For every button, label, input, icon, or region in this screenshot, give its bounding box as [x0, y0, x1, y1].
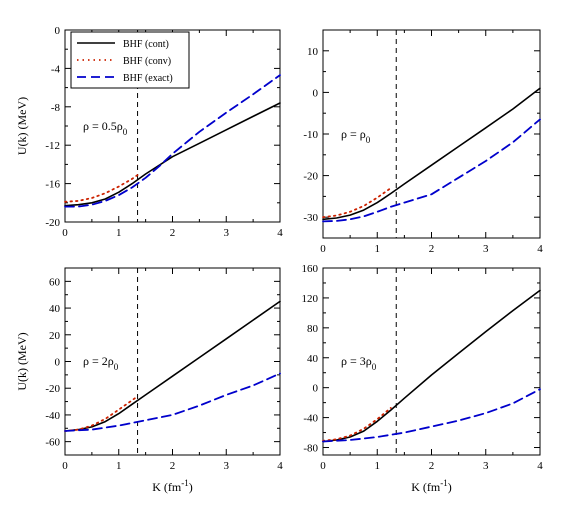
series-line-exact: [322, 118, 541, 223]
x-tick-label: 0: [62, 460, 68, 472]
x-tick-label: 2: [170, 460, 176, 472]
y-tick-label: -10: [303, 129, 318, 141]
y-axis-label: U(k) (MeV): [15, 97, 29, 155]
x-tick-label: 2: [170, 227, 176, 239]
x-tick-label: 1: [116, 460, 122, 472]
y-tick-label: -80: [303, 443, 318, 455]
x-tick-label: 4: [277, 460, 283, 472]
series-line-conv: [322, 187, 392, 219]
x-tick-label: 3: [483, 243, 489, 255]
x-tick-label: 4: [537, 460, 543, 472]
y-tick-label: 0: [313, 87, 319, 99]
x-tick-label: 0: [62, 227, 68, 239]
legend-label-conv: BHF (conv): [123, 56, 171, 67]
legend: BHF (cont) BHF (conv) BHF (exact): [70, 31, 190, 89]
y-tick-label: -20: [45, 383, 60, 395]
y-tick-label: -40: [45, 410, 60, 422]
panel-top-right: 0 1 2 3 4 -30 -20 -10 0 10 ρ = ρ0: [303, 29, 543, 255]
y-tick-label: 0: [55, 357, 61, 369]
panel-bottom-right: 0 1 2 3 4 -80 -40 0 40 80 120 160 ρ = 3ρ0 K (fm-1): [302, 263, 544, 494]
y-tick-label: 80: [307, 323, 319, 335]
series-line-cont: [64, 300, 281, 432]
x-tick-label: 1: [375, 243, 381, 255]
series-line-cont: [322, 289, 541, 443]
density-annotation: ρ = ρ0: [341, 127, 371, 145]
y-tick-label: 40: [307, 353, 319, 365]
x-tick-label: 2: [429, 460, 435, 472]
series-line-cont: [64, 102, 281, 207]
y-tick-label: -20: [303, 171, 318, 183]
y-tick-label: -12: [45, 140, 60, 152]
x-tick-label: 1: [116, 227, 122, 239]
y-tick-label: 60: [49, 276, 61, 288]
y-tick-label: 10: [307, 46, 319, 58]
y-tick-label: -20: [45, 217, 60, 229]
density-annotation: ρ = 0.5ρ0: [83, 119, 128, 137]
y-tick-label: -16: [45, 179, 60, 191]
x-tick-label: 3: [224, 460, 230, 472]
y-tick-label: -4: [51, 63, 61, 75]
y-tick-label: -60: [45, 437, 60, 449]
x-axis-label: K (fm-1): [152, 478, 193, 494]
x-tick-label: 1: [375, 460, 381, 472]
x-tick-label: 0: [320, 460, 326, 472]
panel-bottom-left: 0 1 2 3 4 -60 -40 -20 0 20 40 60 ρ = 2ρ0 U(k) (MeV) K …: [15, 267, 283, 494]
series-line-conv: [322, 406, 392, 442]
density-annotation: ρ = 3ρ0: [341, 354, 377, 372]
density-annotation: ρ = 2ρ0: [83, 354, 119, 372]
y-tick-label: 20: [49, 330, 61, 342]
y-tick-label: -30: [303, 212, 318, 224]
series-line-exact: [64, 74, 281, 208]
x-axis-label: K (fm-1): [411, 478, 452, 494]
legend-box: [70, 31, 190, 89]
y-tick-label: 40: [49, 303, 61, 315]
legend-label-cont: BHF (cont): [123, 39, 169, 50]
x-tick-label: 3: [224, 227, 230, 239]
series-line-cont: [322, 87, 541, 221]
x-tick-label: 4: [537, 243, 543, 255]
series-line-exact: [64, 372, 281, 432]
y-tick-label: 0: [313, 383, 319, 395]
series-line-conv: [64, 174, 139, 203]
y-tick-label: -40: [303, 413, 318, 425]
y-axis-label: U(k) (MeV): [15, 332, 29, 390]
legend-label-exact: BHF (exact): [123, 73, 173, 84]
x-tick-label: 3: [483, 460, 489, 472]
panel-top-left: 0 1 2 3 4 -20 -16 -12 -8 -4 0 ρ = 0.5ρ0 U(k) (MeV) BH…: [15, 25, 283, 239]
series-line-conv: [64, 395, 139, 432]
y-tick-label: 160: [302, 263, 319, 275]
y-tick-label: -8: [51, 102, 61, 114]
y-tick-label: 0: [55, 25, 61, 37]
x-tick-label: 4: [277, 227, 283, 239]
x-tick-label: 0: [320, 243, 326, 255]
series-line-exact: [322, 388, 541, 443]
y-tick-label: 120: [302, 293, 319, 305]
x-tick-label: 2: [429, 243, 435, 255]
